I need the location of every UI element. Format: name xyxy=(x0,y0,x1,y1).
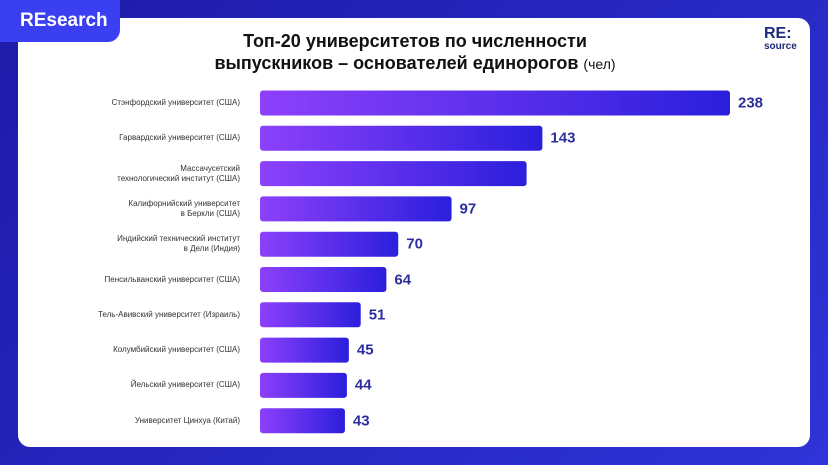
bar xyxy=(260,231,399,257)
category-label: Тель-Авивский университет (Израиль) xyxy=(97,309,240,319)
category-label: Массачусетский технологический институт … xyxy=(117,163,240,183)
bar xyxy=(260,90,730,116)
category-label: Гарвардский университет (США) xyxy=(119,133,240,143)
value-label: 44 xyxy=(354,376,372,394)
logo: RE: source xyxy=(764,26,797,52)
value-label: 64 xyxy=(394,271,412,288)
bar xyxy=(260,302,361,328)
category-label: Индийский технический институт в Дели (И… xyxy=(117,234,240,254)
bar xyxy=(260,125,543,151)
bar xyxy=(260,267,387,292)
category-label: Колумбийский университет (США) xyxy=(113,345,240,355)
badge: REsearch xyxy=(0,0,120,42)
value-label: 43 xyxy=(352,412,370,430)
category-label: Пенсильванский университет (США) xyxy=(104,274,240,284)
category-label: Стэнфордский университет (США) xyxy=(111,98,240,107)
value-label: 97 xyxy=(459,200,477,218)
logo-text: RE: xyxy=(764,25,792,42)
value-label: 143 xyxy=(550,129,576,147)
bar xyxy=(260,372,347,398)
value-label: 238 xyxy=(738,94,764,112)
category-label: Йельский университет (США) xyxy=(130,380,240,390)
card xyxy=(18,18,810,447)
bar xyxy=(260,161,527,187)
bar xyxy=(260,408,345,434)
category-label: Университет Цинхуа (Китай) xyxy=(134,415,240,425)
bar xyxy=(260,196,452,222)
value-label: 45 xyxy=(356,341,374,359)
value-label: 70 xyxy=(406,235,423,253)
chart-title-block: Топ-20 университетов по численности выпу… xyxy=(150,30,680,75)
bar xyxy=(260,337,349,363)
unit: (чел) xyxy=(583,56,616,72)
category-label: Калифорнийский университет в Беркли (США… xyxy=(128,198,240,218)
value-label: 51 xyxy=(368,306,386,324)
chart-title: Топ-20 университетов по численности выпу… xyxy=(214,31,587,73)
logo-text: source xyxy=(764,41,797,52)
